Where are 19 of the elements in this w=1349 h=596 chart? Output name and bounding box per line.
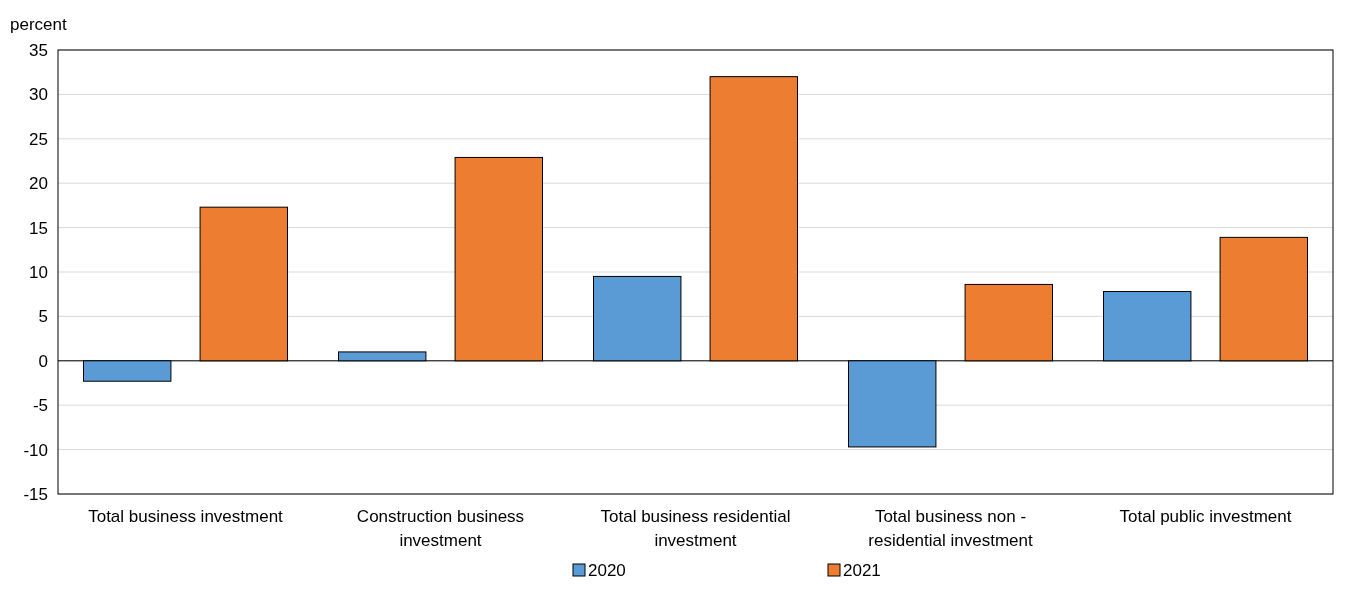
y-tick-label: 15	[29, 218, 48, 238]
y-axis-title: percent	[10, 15, 67, 34]
x-tick-label: Total business investment	[88, 507, 284, 526]
y-tick-label: 10	[29, 262, 48, 282]
y-tick-label: -15	[23, 484, 48, 504]
y-tick-label: 35	[29, 40, 48, 60]
y-tick-label: 5	[38, 307, 48, 327]
y-tick-label: -10	[23, 440, 48, 460]
legend-label: 2020	[588, 561, 626, 580]
y-tick-label: 20	[29, 174, 48, 194]
y-tick-label: 30	[29, 85, 48, 105]
y-tick-label: 25	[29, 129, 48, 149]
legend-label: 2021	[843, 561, 881, 580]
x-tick-label: Total business residential investment	[600, 507, 791, 550]
x-tick-label: Total public investment	[1119, 507, 1292, 526]
x-tick-label: Total business non - residential investment	[868, 507, 1033, 550]
y-tick-label: -5	[32, 396, 48, 416]
x-tick-label: Construction business investment	[356, 507, 525, 550]
y-tick-label: 0	[38, 351, 48, 371]
